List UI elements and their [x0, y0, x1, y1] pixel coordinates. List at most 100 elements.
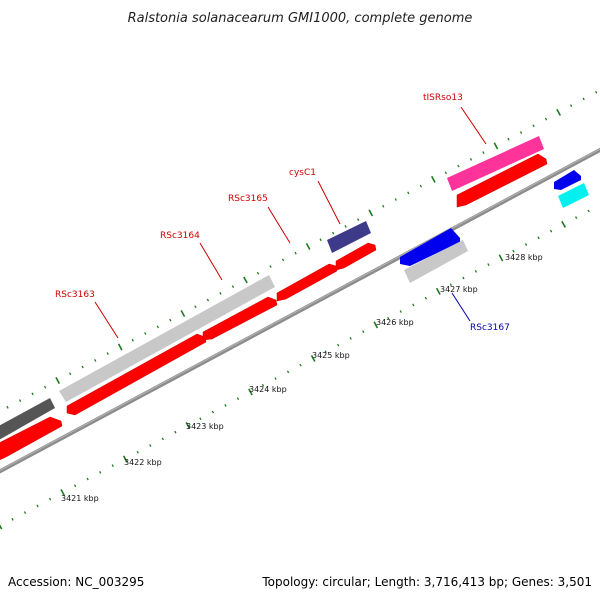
inner-row-tick: [513, 250, 514, 252]
genome-backbone: [0, 142, 600, 482]
gene-label-rsc3163[interactable]: RSc3163: [55, 290, 95, 300]
outer-row-tick: [119, 344, 122, 350]
outer-row-tick: [207, 299, 208, 301]
scale-label-3421: 3421 kbp: [61, 494, 99, 503]
scale-label-3422: 3422 kbp: [124, 458, 162, 467]
inner-row-tick: [538, 237, 539, 239]
outer-row-tick: [408, 192, 409, 194]
outer-row-tick: [395, 199, 396, 201]
inner-row-tick: [288, 371, 289, 373]
outer-row-tick: [521, 131, 522, 133]
leader-line-rsc3165: [268, 207, 290, 243]
inner-row-tick: [37, 505, 38, 507]
leader-line-rsc3164: [200, 243, 222, 280]
inner-row-tick: [350, 337, 351, 339]
gene-label-tisrso13[interactable]: tISRso13: [423, 93, 463, 103]
forward-strand-genes: [0, 154, 547, 462]
gene-arrow-red-rsc3163[interactable]: [67, 334, 206, 415]
outer-row-tick: [494, 143, 497, 149]
inner-row-tick: [137, 451, 138, 453]
outer-row-tick: [7, 406, 8, 408]
inner-row-tick: [588, 210, 589, 212]
gene-label-rsc3164[interactable]: RSc3164: [160, 231, 200, 241]
scale-label-3424: 3424 kbp: [249, 385, 287, 394]
outer-row-tick: [432, 176, 435, 182]
outer-row-tick: [95, 359, 96, 361]
outer-row-tick: [345, 225, 346, 227]
gene-label-rsc3167[interactable]: RSc3167: [470, 323, 510, 333]
inner-row-tick: [175, 431, 176, 433]
inner-row-tick: [75, 485, 76, 487]
inner-row-tick: [363, 331, 364, 333]
outer-row-tick: [596, 91, 597, 93]
outer-row-tick: [470, 158, 471, 160]
leader-line-tisrso13: [461, 107, 486, 144]
outer-row-tick: [220, 292, 221, 294]
inner-row-tick: [300, 364, 301, 366]
inner-row-tick: [338, 344, 339, 346]
scale-label-3423: 3423 kbp: [186, 422, 224, 431]
outer-row-tick: [358, 219, 359, 221]
inner-row-tick: [275, 378, 276, 380]
inner-row-tick: [200, 418, 201, 420]
leader-line-rsc3167: [452, 293, 470, 321]
inner-row-tick: [526, 243, 527, 245]
inner-row-tick: [237, 398, 238, 400]
inner-row-tick: [425, 297, 426, 299]
outer-row-tick: [145, 333, 146, 335]
outer-row-tick: [420, 185, 421, 187]
inner-row-tick: [551, 230, 552, 232]
outer-row-tick: [320, 239, 321, 241]
outer-row-tick: [32, 393, 33, 395]
outer-row-tick: [181, 310, 184, 316]
scale-label-3425: 3425 kbp: [312, 351, 350, 360]
scale-label-3427: 3427 kbp: [440, 285, 478, 294]
gene-label-rsc3165[interactable]: RSc3165: [228, 194, 268, 204]
inner-row-tick: [50, 498, 51, 500]
outer-row-tick: [546, 118, 547, 120]
outer-row-tick: [20, 400, 21, 402]
scale-label-3428: 3428 kbp: [505, 253, 543, 262]
outer-row-tick: [195, 306, 196, 308]
outer-row-tick: [445, 172, 446, 174]
outer-row-tick: [458, 165, 459, 167]
inner-row-tick: [12, 518, 13, 520]
outer-row-tick: [170, 319, 171, 321]
scale-label-3426: 3426 kbp: [376, 318, 414, 327]
outer-row-tick: [270, 266, 271, 268]
inner-row-tick: [150, 445, 151, 447]
outer-row-tick: [583, 98, 584, 100]
inner-row-tick: [87, 478, 88, 480]
inner-row-tick: [112, 465, 113, 467]
outer-row-tick: [257, 272, 258, 274]
outer-row-tick: [56, 377, 59, 383]
outer-row-tick: [82, 366, 83, 368]
outer-row-tick: [70, 373, 71, 375]
inner-row-tick: [162, 438, 163, 440]
outer-row-tick: [107, 353, 108, 355]
outer-row-tick: [557, 109, 560, 115]
outer-row-tick: [383, 205, 384, 207]
gene-label-cysc1[interactable]: cysC1: [289, 168, 316, 178]
inner-row-tick: [400, 311, 401, 313]
inner-row-tick: [212, 411, 213, 413]
inner-row-tick: [225, 404, 226, 406]
outer-row-tick: [571, 105, 572, 107]
outer-row-tick: [45, 386, 46, 388]
outer-row-tick: [333, 232, 334, 234]
inner-row-tick: [488, 264, 489, 266]
inner-row-tick: [562, 221, 565, 227]
outer-row-tick: [283, 259, 284, 261]
outer-row-tick: [483, 152, 484, 154]
outer-row-tick: [132, 339, 133, 341]
outer-row-tick: [295, 252, 296, 254]
inner-row-tick: [413, 304, 414, 306]
outer-row-tick: [307, 243, 310, 249]
outer-row-tick: [369, 210, 372, 216]
leader-line-rsc3163: [95, 302, 118, 338]
map-title: Ralstonia solanacearum GMI1000, complete…: [128, 11, 473, 26]
outer-row-tick: [232, 286, 233, 288]
inner-row-tick: [25, 512, 26, 514]
accession-text: Accession: NC_003295: [8, 575, 144, 589]
